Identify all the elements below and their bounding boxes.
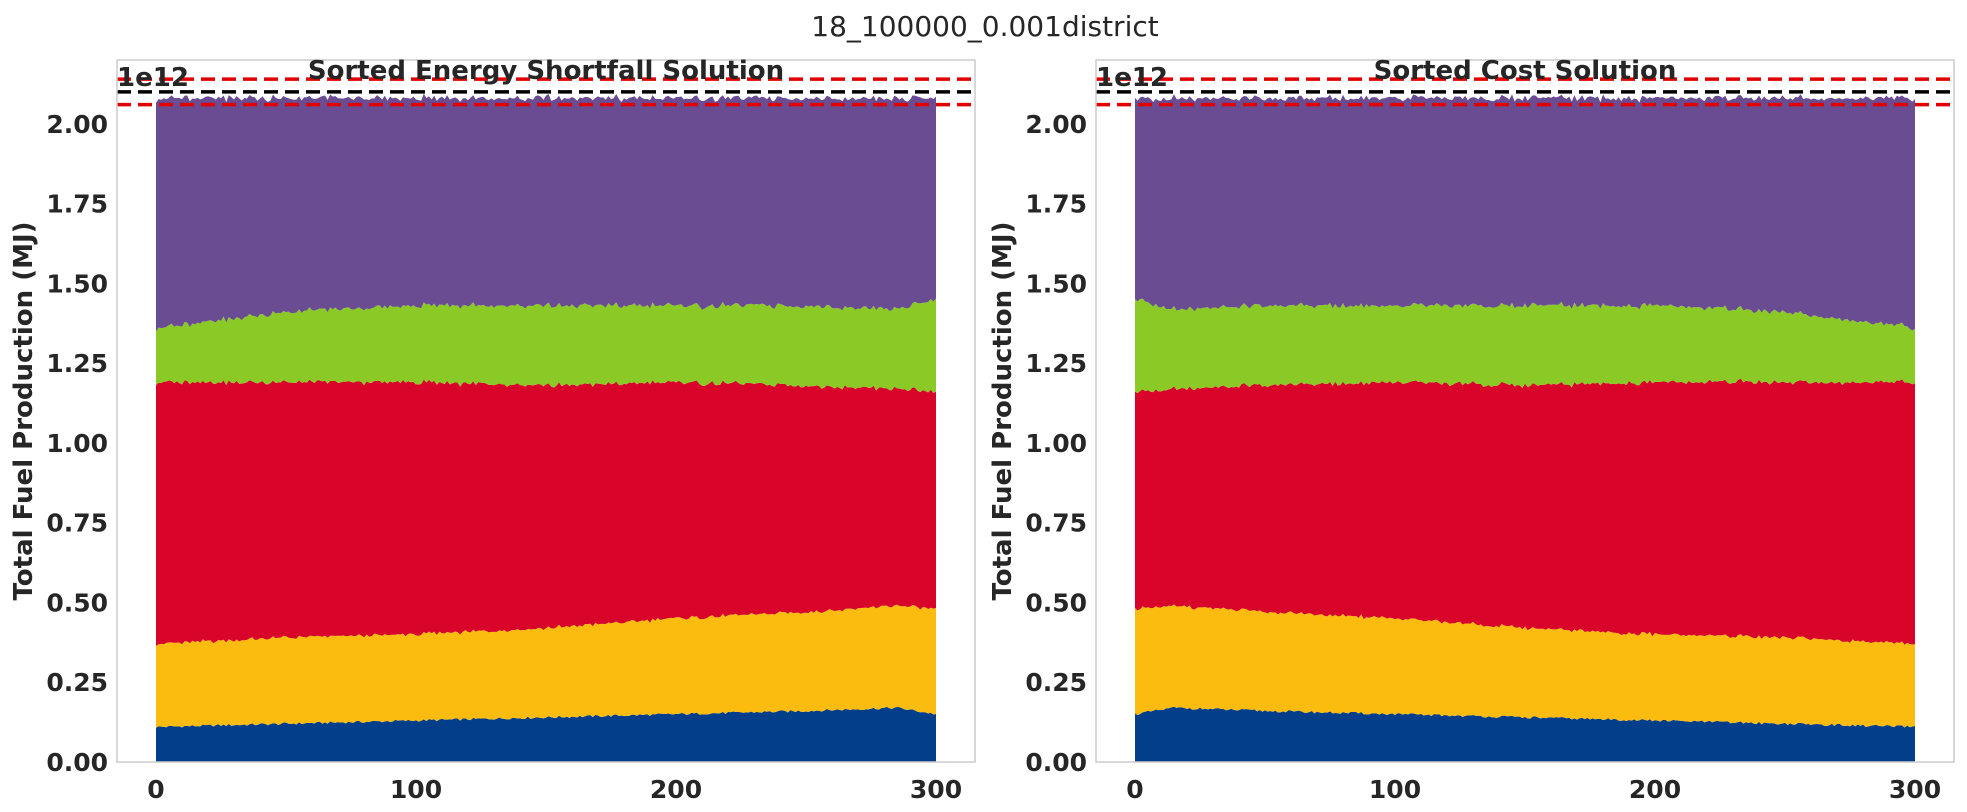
y-offset-label: 1e12 <box>117 63 189 93</box>
x-tick-label: 0 <box>1126 775 1143 804</box>
panel-title: Sorted Cost Solution <box>1374 56 1677 86</box>
y-tick-label: 0.50 <box>1025 588 1087 617</box>
x-tick-label: 100 <box>1369 775 1421 804</box>
x-tick-label: 200 <box>650 775 702 804</box>
axes-frame <box>1095 59 1955 763</box>
y-tick-label: 0.00 <box>46 748 108 777</box>
panel-energy-shortfall: Sorted Energy Shortfall Solution 1e12 0.00… <box>9 56 976 804</box>
area-series-3 <box>156 379 936 646</box>
area-series-4 <box>1135 298 1915 394</box>
y-tick-label: 1.50 <box>1025 269 1087 298</box>
area-series-5 <box>156 93 936 332</box>
y-axis-label: Total Fuel Production (MJ) <box>988 221 1018 600</box>
y-tick-label: 0.75 <box>46 509 108 538</box>
x-tick-label: 300 <box>1889 775 1941 804</box>
y-axis-label: Total Fuel Production (MJ) <box>9 221 39 600</box>
y-offset-label: 1e12 <box>1096 63 1168 93</box>
panel-title: Sorted Energy Shortfall Solution <box>308 56 784 86</box>
area-series-5 <box>1135 94 1915 331</box>
area-series-3 <box>1135 378 1915 645</box>
area-series-1 <box>1135 706 1915 762</box>
figure-suptitle: 18_100000_0.001district <box>811 10 1158 43</box>
y-tick-label: 2.00 <box>46 110 108 139</box>
y-tick-label: 1.25 <box>1025 349 1087 378</box>
y-tick-label: 1.75 <box>46 190 108 219</box>
x-tick-label: 100 <box>390 775 442 804</box>
y-tick-label: 0.00 <box>1025 748 1087 777</box>
y-tick-label: 0.75 <box>1025 509 1087 538</box>
y-tick-label: 0.25 <box>46 668 108 697</box>
area-series-2 <box>1135 604 1915 728</box>
y-tick-label: 1.00 <box>1025 429 1087 458</box>
y-tick-label: 1.00 <box>46 429 108 458</box>
y-tick-label: 1.50 <box>46 269 108 298</box>
x-tick-label: 200 <box>1629 775 1681 804</box>
axes-frame <box>116 59 976 763</box>
x-tick-label: 300 <box>910 775 962 804</box>
y-tick-label: 1.25 <box>46 349 108 378</box>
panel-cost: Sorted Cost Solution 1e12 0.00 0.25 0.50 0.75… <box>988 56 1955 804</box>
x-tick-label: 0 <box>147 775 164 804</box>
area-series-4 <box>156 298 936 393</box>
area-series-1 <box>156 706 936 762</box>
y-tick-label: 0.50 <box>46 588 108 617</box>
y-tick-label: 2.00 <box>1025 110 1087 139</box>
y-tick-label: 0.25 <box>1025 668 1087 697</box>
y-tick-label: 1.75 <box>1025 190 1087 219</box>
area-series-2 <box>156 604 936 728</box>
